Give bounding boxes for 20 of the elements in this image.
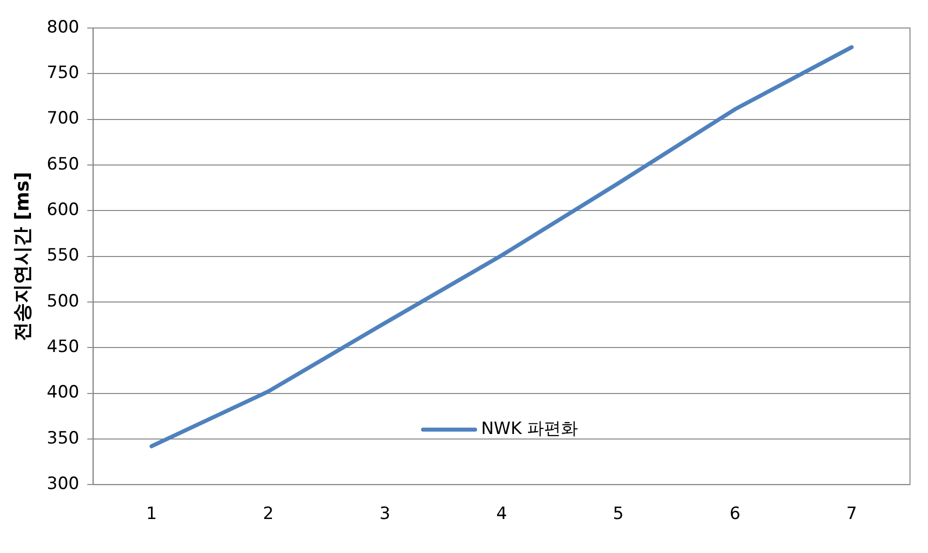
y-tick-label: 550 — [46, 246, 80, 266]
y-tick-label: 650 — [46, 154, 80, 174]
x-tick-label: 3 — [380, 504, 390, 524]
y-tick-label: 400 — [46, 382, 80, 403]
x-tick-label: 6 — [730, 504, 740, 524]
y-tick-label: 300 — [46, 474, 80, 494]
y-tick-label: 350 — [46, 428, 80, 448]
legend-label: NWK 파편화 — [481, 419, 578, 440]
y-tick-label: 500 — [46, 291, 80, 312]
y-tick-label: 750 — [46, 63, 80, 84]
y-tick-label: 600 — [46, 200, 80, 220]
x-tick-label: 4 — [496, 504, 508, 524]
y-axis-title: 전송지연시간 [ms] — [11, 172, 34, 341]
y-tick-label: 700 — [46, 108, 80, 129]
y-tick-label: 450 — [46, 337, 80, 358]
x-tick-label: 5 — [612, 504, 624, 524]
x-tick-label: 7 — [846, 504, 858, 524]
y-tick-label: 800 — [46, 17, 80, 38]
x-tick-label: 1 — [146, 504, 157, 524]
x-tick-label: 2 — [262, 504, 274, 524]
